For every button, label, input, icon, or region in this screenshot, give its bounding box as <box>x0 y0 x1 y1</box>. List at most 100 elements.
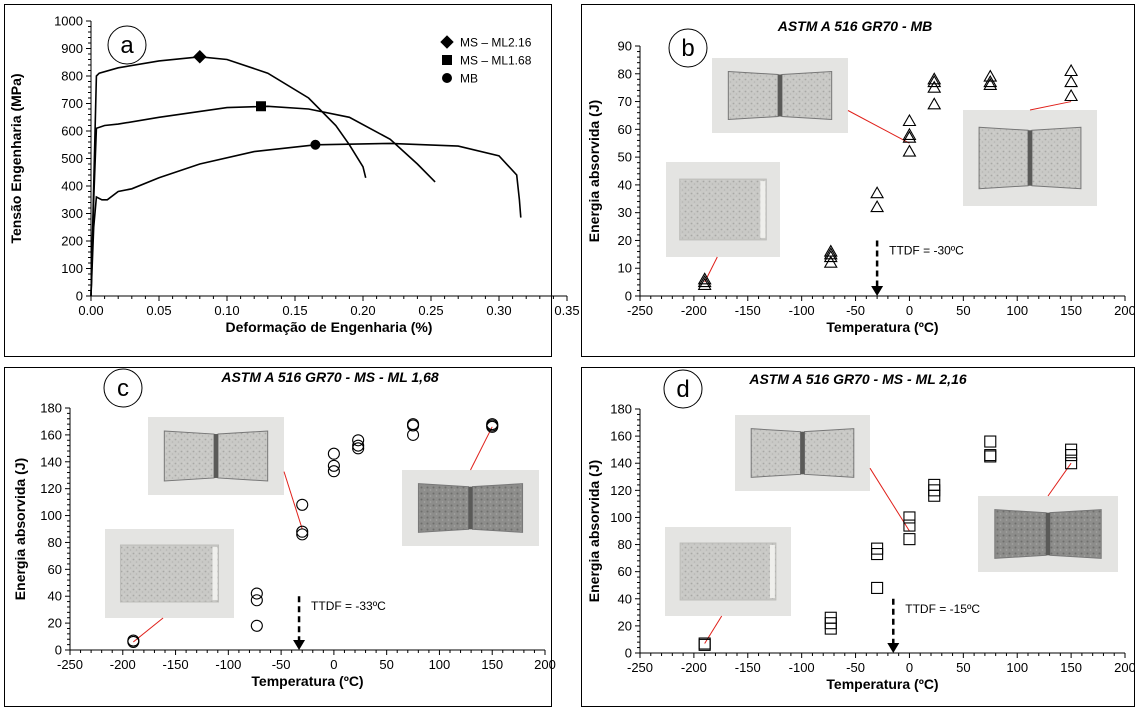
y-tick-label: 160 <box>610 429 632 444</box>
x-axis-label: Deformação de Engenharia (%) <box>226 319 433 335</box>
y-tick-label: 20 <box>48 616 62 631</box>
data-point <box>353 443 364 454</box>
panel-letter: a <box>120 32 134 59</box>
data-point <box>903 129 915 140</box>
legend-marker <box>443 74 452 83</box>
specimen-edge <box>213 547 218 600</box>
data-point <box>871 187 883 198</box>
data-point <box>871 201 883 212</box>
legend-label: MS – ML1.68 <box>460 54 532 68</box>
y-axis-label: Energia absorvida (J) <box>586 100 602 242</box>
data-point <box>872 582 883 593</box>
ttdf-arrow-head <box>293 640 305 650</box>
chart-title: ASTM A 516 GR70 - MB <box>777 18 933 34</box>
legend-label: MB <box>460 72 478 86</box>
y-tick-label: 180 <box>40 401 62 416</box>
data-point <box>297 529 308 540</box>
x-tick-label: 50 <box>956 660 970 675</box>
fracture-gap <box>801 432 805 475</box>
fracture-photo <box>105 529 234 618</box>
data-point <box>1065 90 1077 101</box>
legend-label: MS – ML2.16 <box>460 36 532 50</box>
fracture-gap <box>469 487 473 530</box>
ttdf-arrow-head <box>887 643 899 653</box>
series-marker <box>194 51 206 63</box>
y-tick-label: 40 <box>48 589 62 604</box>
y-tick-label: 800 <box>61 69 83 84</box>
fracture-half-right <box>1032 127 1081 188</box>
x-tick-label: 50 <box>379 657 393 672</box>
y-tick-label: 700 <box>61 96 83 111</box>
series-marker <box>257 102 266 111</box>
data-point <box>928 98 940 109</box>
y-tick-label: 10 <box>618 261 632 276</box>
fracture-photo <box>963 110 1097 206</box>
x-tick-label: 0.20 <box>350 303 375 318</box>
x-tick-label: 150 <box>481 657 503 672</box>
x-tick-label: -100 <box>215 657 241 672</box>
legend-marker <box>441 36 453 48</box>
y-tick-label: 80 <box>618 66 632 81</box>
y-axis-label: Energia absorvida (J) <box>586 460 602 602</box>
data-point <box>297 499 308 510</box>
specimen-edge <box>760 181 765 238</box>
x-tick-label: 150 <box>1060 660 1082 675</box>
y-tick-label: 30 <box>618 205 632 220</box>
ttdf-annotation: TTDF = -15ºC <box>905 602 980 616</box>
ttdf-annotation: TTDF = -33ºC <box>311 599 386 613</box>
x-axis-label: Temperatura (ºC) <box>826 676 938 692</box>
x-tick-label: 200 <box>534 657 556 672</box>
x-tick-label: -100 <box>789 303 815 318</box>
y-tick-label: 100 <box>610 510 632 525</box>
specimen-edge <box>770 545 775 598</box>
fracture-surface <box>680 179 767 240</box>
fracture-photo <box>402 470 539 546</box>
data-point <box>903 115 915 126</box>
x-tick-label: -200 <box>681 660 707 675</box>
y-tick-label: 1000 <box>54 14 83 29</box>
y-tick-label: 60 <box>618 122 632 137</box>
fracture-half-right <box>782 72 832 120</box>
y-tick-label: 50 <box>618 150 632 165</box>
x-tick-label: 200 <box>1114 660 1135 675</box>
chart-title: ASTM A 516 GR70 - MS - ML 2,16 <box>748 371 967 387</box>
fracture-half-right <box>805 429 854 478</box>
y-tick-label: 140 <box>40 454 62 469</box>
y-tick-label: 20 <box>618 233 632 248</box>
x-tick-label: 200 <box>1114 303 1135 318</box>
x-tick-label: 0.25 <box>418 303 443 318</box>
data-point <box>1065 65 1077 76</box>
y-tick-label: 0 <box>76 289 83 304</box>
y-tick-label: 160 <box>40 427 62 442</box>
ttdf-annotation: TTDF = -30ºC <box>889 243 964 257</box>
y-tick-label: 80 <box>618 537 632 552</box>
fracture-half-left <box>751 429 800 478</box>
x-axis-label: Temperatura (ºC) <box>826 319 938 335</box>
y-tick-label: 40 <box>618 177 632 192</box>
x-tick-label: 50 <box>956 303 970 318</box>
photo-pointer <box>471 427 493 470</box>
data-point <box>251 620 262 631</box>
x-tick-label: -100 <box>789 660 815 675</box>
y-tick-label: 120 <box>610 483 632 498</box>
legend-marker <box>443 56 452 65</box>
x-tick-label: 0.30 <box>486 303 511 318</box>
panel-letter: c <box>117 375 129 402</box>
fracture-gap <box>214 434 218 478</box>
series-line <box>91 106 435 296</box>
fracture-half-left <box>164 431 214 481</box>
x-tick-label: -50 <box>272 657 291 672</box>
x-tick-label: 0.10 <box>214 303 239 318</box>
y-tick-label: 100 <box>40 508 62 523</box>
y-tick-label: 60 <box>618 564 632 579</box>
x-tick-label: 0.15 <box>282 303 307 318</box>
data-point <box>251 595 262 606</box>
y-tick-label: 300 <box>61 206 83 221</box>
x-tick-label: -250 <box>627 660 653 675</box>
fracture-photo <box>735 415 870 491</box>
y-axis-label: Tensão Engenharia (MPa) <box>8 73 24 243</box>
